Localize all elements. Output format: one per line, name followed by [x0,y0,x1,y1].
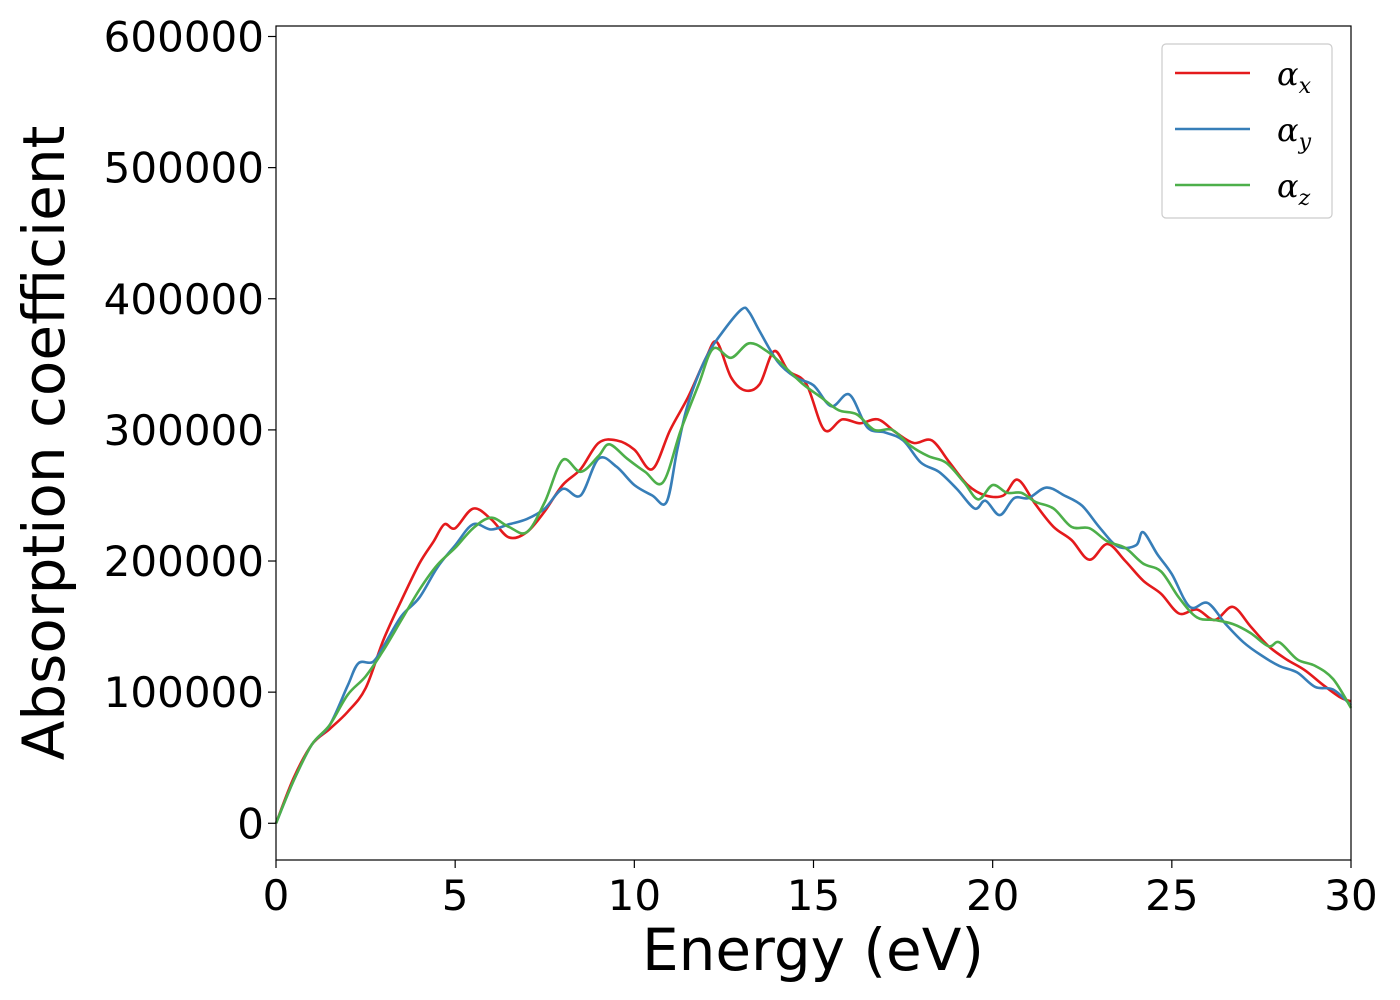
y-axis: 0 100000 200000 300000 400000 500000 600000 [104,12,276,848]
y-tick-label: 100000 [104,668,264,717]
series-line-y [274,306,1352,824]
y-tick-label: 600000 [104,12,264,61]
x-tick-label: 20 [966,871,1019,920]
y-axis-label: Absorption coefficient [10,126,78,761]
legend-label-z: αz [1277,167,1311,211]
legend: αx αy αz [1161,43,1333,219]
y-tick-label: 300000 [104,406,264,455]
x-axis-label: Energy (eV) [642,916,984,984]
y-tick-label: 500000 [104,144,264,193]
y-tick-label: 200000 [104,537,264,586]
series-line-z [274,341,1353,824]
x-tick-label: 5 [442,871,469,920]
series-layer [274,306,1353,824]
legend-label-x: αx [1277,55,1312,99]
x-tick-label: 30 [1324,871,1377,920]
series-line-x [274,340,1352,824]
x-tick-label: 0 [263,871,290,920]
legend-label-y: αy [1277,111,1312,155]
x-tick-label: 10 [608,871,661,920]
x-tick-label: 15 [787,871,840,920]
y-tick-label: 0 [237,799,264,848]
legend-box [1161,43,1333,219]
y-tick-label: 400000 [104,275,264,324]
x-axis: 0 5 10 15 20 25 30 [263,860,1378,920]
x-tick-label: 25 [1145,871,1198,920]
